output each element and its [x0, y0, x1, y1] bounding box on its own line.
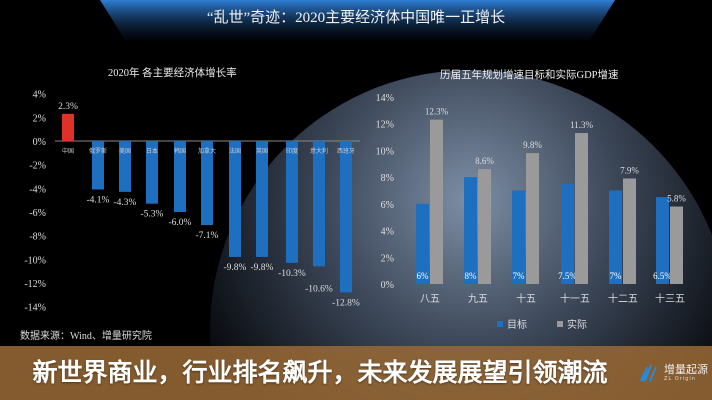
category-label: 十三五 [655, 292, 685, 305]
category-label: 日本 [146, 147, 158, 155]
y-tick-label: -10% [24, 255, 46, 266]
bar-日本 [146, 141, 158, 204]
data-label: -10.6% [305, 284, 333, 294]
y-tick-label: -2% [29, 161, 46, 172]
y-tick-label: -4% [29, 184, 46, 195]
data-label: 7% [610, 271, 623, 281]
bar-法国 [229, 141, 241, 257]
data-label: -4.3% [114, 198, 137, 208]
category-label: 中国 [62, 147, 74, 155]
bar-实际-十二五 [623, 178, 636, 284]
legend-label: 目标 [507, 319, 527, 331]
y-tick-label: -14% [24, 303, 46, 314]
headline-overlay: 新世界商业，行业排名飙升，未来发展展望引领潮流 [0, 346, 712, 400]
data-label: -10.3% [278, 269, 306, 279]
data-label: -12.8% [332, 298, 360, 308]
bar-意大利 [313, 141, 325, 267]
data-label: 8.6% [475, 156, 494, 166]
category-label: 韩国 [174, 147, 186, 155]
growth-rate-chart: 4% 2% 0% -2% -4% -6% -8% -10% -12% -14% 中国 2.3% 俄罗斯 -… [24, 90, 360, 314]
bar-实际-十一五 [575, 133, 588, 284]
bar-实际-九五 [478, 169, 491, 284]
bar-中国 [62, 113, 74, 141]
data-label: -9.8% [224, 263, 247, 273]
bar-美国 [119, 141, 131, 192]
bar-韩国 [174, 141, 186, 212]
bar-英国 [256, 141, 268, 257]
y-tick-label: 10% [376, 146, 394, 157]
logo-mark-icon [640, 365, 657, 381]
legend-swatch-实际 [557, 321, 563, 327]
y-tick-label: 2% [33, 113, 46, 124]
data-label: -5.3% [141, 210, 164, 220]
bar-目标-十二五 [609, 190, 622, 284]
data-label: 7.9% [620, 165, 639, 175]
bar-实际-十三五 [670, 206, 683, 284]
y-tick-label: 12% [376, 120, 394, 131]
five-year-plan-chart: 14% 12% 10% 8% 6% 4% 2% 0% 6% 12.3% 八五 8% 8.6% 九五 7% 9.… [376, 93, 687, 331]
data-label: 7.5% [558, 271, 577, 281]
category-label: 八五 [420, 294, 440, 305]
data-label: -7.1% [196, 231, 219, 241]
category-label: 法国 [229, 147, 241, 155]
logo: 增量起源 ZL Origin [638, 363, 708, 383]
title-banner [100, 0, 615, 40]
logo-name: 增量起源 [664, 362, 708, 376]
legend-label: 实际 [567, 318, 587, 331]
headline: 新世界商业，行业排名飙升，未来发展展望引领潮流 [32, 358, 608, 387]
category-label: 十二五 [608, 292, 638, 305]
bar-西班牙 [340, 141, 352, 293]
data-source: 数据来源：Wind、增量研究院 [20, 331, 152, 342]
category-label: 俄罗斯 [89, 147, 107, 155]
bar-俄罗斯 [92, 141, 104, 190]
y-tick-label: 2% [381, 253, 394, 264]
category-label: 十五 [516, 292, 536, 305]
logo-name-en: ZL Origin [664, 375, 696, 382]
bar-加拿大 [201, 141, 213, 225]
category-label: 加拿大 [198, 147, 216, 155]
bar-实际-八五 [430, 119, 443, 284]
data-label: -9.8% [251, 263, 274, 273]
data-label: 6.5% [653, 271, 672, 281]
data-label: 5.8% [667, 194, 686, 204]
category-label: 意大利 [310, 147, 328, 155]
right-chart-title: 历届五年规划增速目标和实际GDP增速 [440, 70, 619, 81]
y-tick-label: 6% [381, 200, 394, 211]
data-label: 12.3% [425, 107, 449, 117]
bar-目标-九五 [464, 177, 477, 284]
bar-目标-八五 [416, 203, 429, 284]
data-label: 8% [465, 271, 478, 281]
category-label: 美国 [119, 147, 131, 155]
y-tick-label: -6% [29, 208, 46, 219]
bar-目标-十五 [512, 190, 525, 284]
category-label: 西班牙 [337, 147, 355, 155]
y-tick-label: 4% [381, 227, 394, 238]
bar-实际-十五 [526, 153, 539, 284]
category-label: 十一五 [560, 292, 590, 305]
y-tick-label: 4% [33, 90, 46, 101]
data-label: -6.0% [169, 218, 192, 228]
bar-目标-十三五 [656, 197, 669, 284]
bar-印度 [286, 141, 298, 263]
y-tick-label: 14% [376, 93, 394, 104]
left-chart-title: 2020年 各主要经济体增长率 [108, 68, 237, 79]
bar-目标-十一五 [561, 183, 574, 284]
y-tick-label: 8% [381, 173, 394, 184]
category-label: 印度 [286, 147, 298, 155]
data-label: 2.3% [58, 102, 78, 112]
category-label: 英国 [256, 147, 268, 155]
data-label: 7% [513, 271, 526, 281]
legend-swatch-目标 [497, 321, 503, 327]
data-label: -4.1% [87, 196, 110, 206]
y-tick-label: 0% [33, 137, 46, 148]
y-tick-label: -12% [24, 279, 46, 290]
page-title: “乱世”奇迹：2020主要经济体中国唯一正增长 [206, 10, 506, 26]
data-label: 9.8% [523, 140, 542, 150]
data-label: 6% [417, 271, 430, 281]
data-label: 11.3% [570, 120, 593, 130]
y-tick-label: 0% [381, 280, 394, 291]
y-tick-label: -8% [29, 232, 46, 243]
category-label: 九五 [468, 293, 488, 305]
